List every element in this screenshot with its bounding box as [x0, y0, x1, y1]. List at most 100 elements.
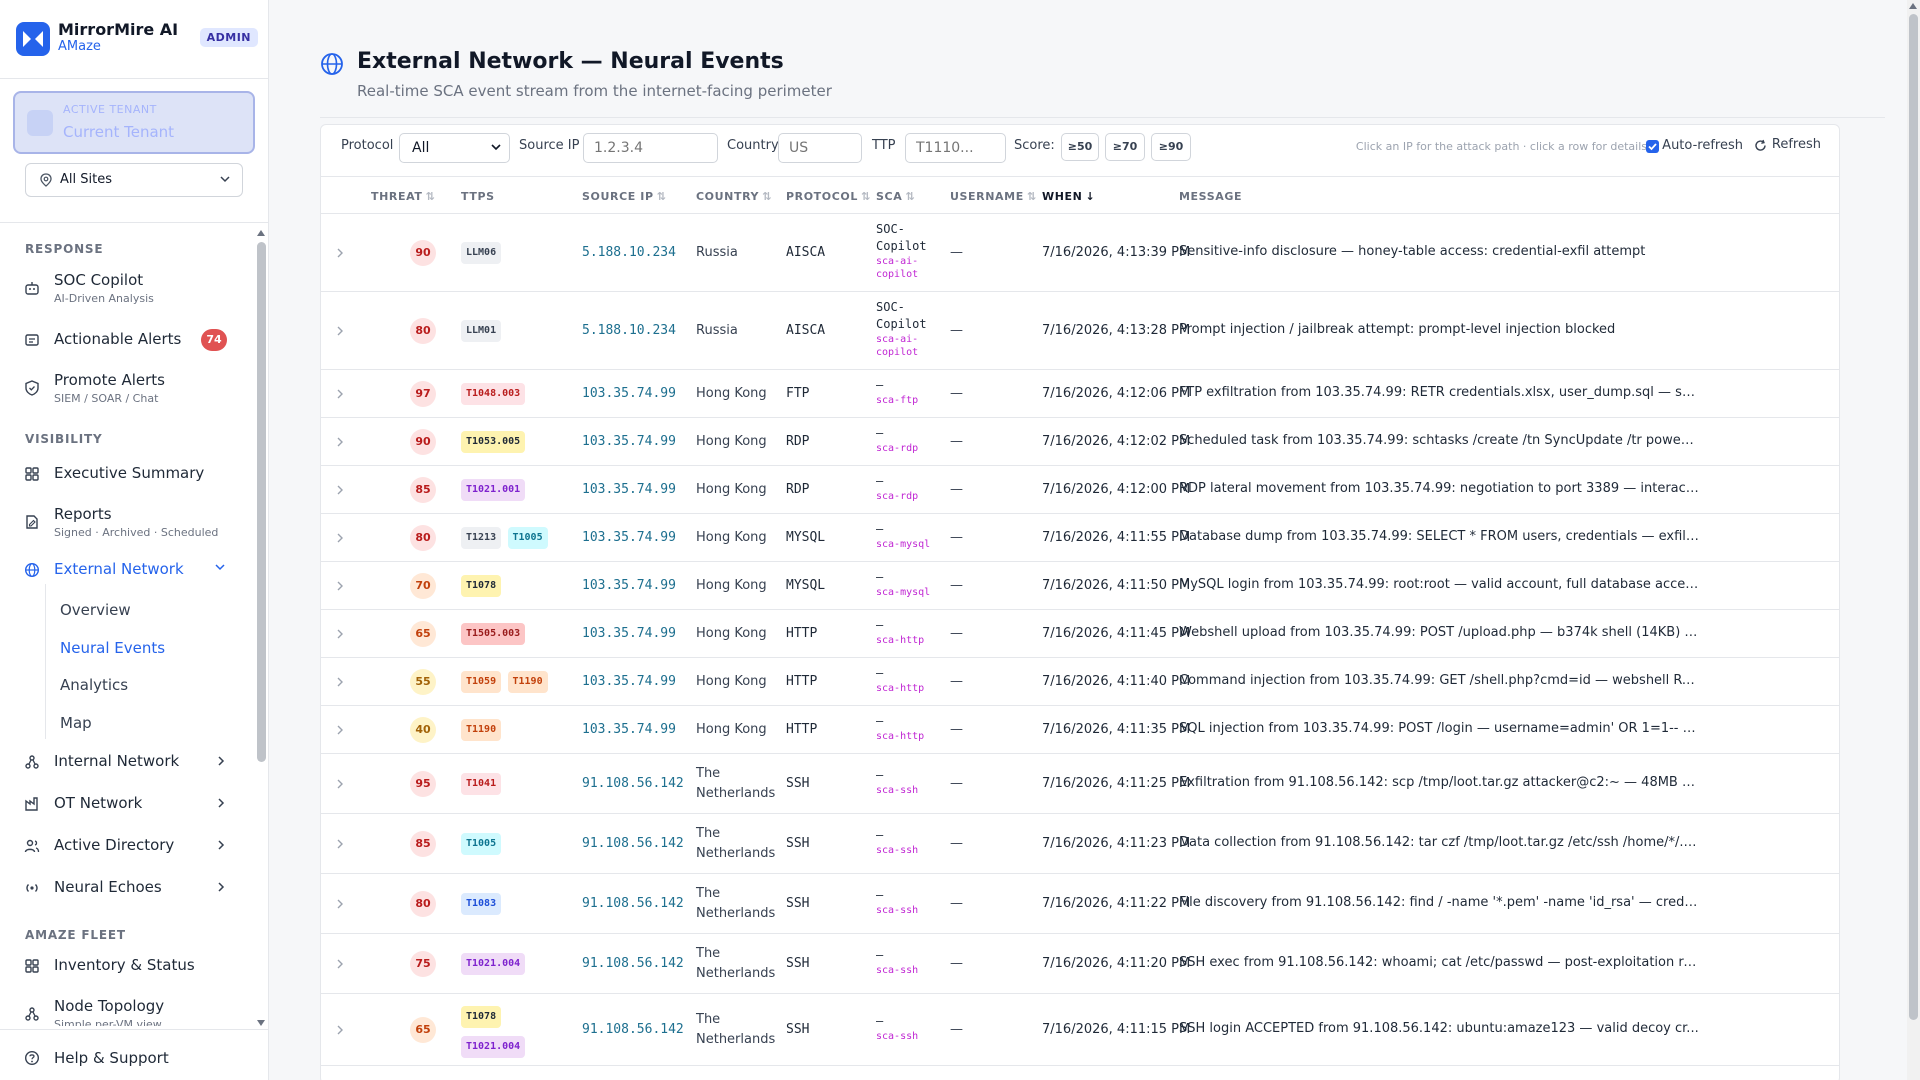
ttp-badge[interactable]: T1505.003 [461, 623, 526, 645]
source-ip-link[interactable]: 5.188.10.234 [582, 323, 676, 338]
expand-chevron-icon[interactable] [337, 899, 344, 909]
table-row[interactable]: 55 T1059 T1190 103.35.74.99 Hong Kong HTTP — sc… [321, 658, 1839, 706]
ttp-badge[interactable]: T1213 [461, 527, 502, 549]
auto-refresh-toggle[interactable]: Auto-refresh [1646, 138, 1743, 153]
expand-chevron-icon[interactable] [337, 959, 344, 969]
scrollbar-thumb[interactable] [257, 242, 266, 762]
source-ip-link[interactable]: 91.108.56.142 [582, 896, 684, 911]
ttp-badge[interactable]: T1083 [461, 893, 502, 915]
expand-chevron-icon[interactable] [337, 533, 344, 543]
ttp-badge[interactable]: T1059 [461, 671, 502, 693]
expand-chevron-icon[interactable] [337, 839, 344, 849]
source-ip-link[interactable]: 103.35.74.99 [582, 482, 676, 497]
table-row[interactable]: 70 T1078 103.35.74.99 Hong Kong MYSQL — sca-my… [321, 562, 1839, 610]
ttp-badge[interactable]: T1048.003 [461, 383, 526, 405]
scroll-up-arrow-icon[interactable] [1909, 3, 1917, 9]
sidebar-item-soc-copilot[interactable]: SOC Copilot AI-Driven Analysis [14, 268, 239, 308]
table-row[interactable]: 90 LLM06 5.188.10.234 Russia AISCA SOC- Copilo… [321, 214, 1839, 292]
sidebar-subitem-analytics[interactable]: Analytics [60, 676, 129, 694]
source-ip-link[interactable]: 5.188.10.234 [582, 245, 676, 260]
table-row[interactable]: 90 T1053.005 103.35.74.99 Hong Kong RDP — sca-… [321, 418, 1839, 466]
site-selector[interactable]: All Sites [25, 163, 243, 197]
protocol-select[interactable]: All [399, 133, 510, 163]
score-90-button[interactable]: ≥90 [1151, 133, 1191, 161]
source-ip-link[interactable]: 91.108.56.142 [582, 836, 684, 851]
brand[interactable]: MirrorMire AI AMaze ADMIN [16, 20, 258, 58]
expand-chevron-icon[interactable] [337, 677, 344, 687]
ttp-badge[interactable]: T1053.005 [461, 431, 526, 453]
source-ip-link[interactable]: 103.35.74.99 [582, 530, 676, 545]
source-ip-link[interactable]: 103.35.74.99 [582, 626, 676, 641]
sidebar-item-executive-summary[interactable]: Executive Summary [14, 454, 239, 494]
ttp-badge[interactable]: T1005 [507, 527, 548, 549]
col-sca[interactable]: SCA ⇅ [876, 190, 916, 203]
source-ip-input[interactable] [583, 133, 718, 163]
ttp-badge[interactable]: T1021.004 [461, 1036, 526, 1058]
country-input[interactable] [778, 133, 862, 163]
col-source-ip[interactable]: SOURCE IP ⇅ [582, 190, 667, 203]
table-row[interactable]: 80 LLM01 5.188.10.234 Russia AISCA SOC- Copilo… [321, 292, 1839, 370]
expand-chevron-icon[interactable] [337, 248, 344, 258]
ttp-badge[interactable]: T1021.004 [461, 953, 526, 975]
sidebar-item-node-topology[interactable]: Node Topology Simple per-VM view [14, 994, 239, 1026]
table-row[interactable]: 97 T1048.003 103.35.74.99 Hong Kong FTP — sca-… [321, 370, 1839, 418]
expand-chevron-icon[interactable] [337, 389, 344, 399]
source-ip-link[interactable]: 103.35.74.99 [582, 578, 676, 593]
col-when[interactable]: WHEN ↓ [1042, 190, 1096, 203]
table-row[interactable]: 40 T1190 103.35.74.99 Hong Kong HTTP — sca-htt… [321, 706, 1839, 754]
table-row[interactable]: 80 T1213 T1005 103.35.74.99 Hong Kong MYSQL — s… [321, 514, 1839, 562]
ttp-badge[interactable]: T1190 [507, 671, 548, 693]
table-row[interactable]: 95 T1041 91.108.56.142 The Netherlands SSH — sc… [321, 754, 1839, 814]
scroll-up-arrow-icon[interactable] [257, 230, 265, 236]
expand-chevron-icon[interactable] [337, 1025, 344, 1035]
expand-chevron-icon[interactable] [337, 437, 344, 447]
expand-chevron-icon[interactable] [337, 725, 344, 735]
ttp-badge[interactable]: T1190 [461, 719, 502, 741]
source-ip-link[interactable]: 91.108.56.142 [582, 1022, 684, 1037]
ttp-badge[interactable]: LLM06 [461, 242, 502, 264]
source-ip-link[interactable]: 103.35.74.99 [582, 722, 676, 737]
tenant-selector[interactable]: ACTIVE TENANT Current Tenant [13, 91, 255, 154]
sidebar-subitem-neural-events[interactable]: Neural Events [60, 639, 166, 657]
sidebar-scrollbar[interactable] [256, 230, 266, 1026]
source-ip-link[interactable]: 91.108.56.142 [582, 956, 684, 971]
source-ip-link[interactable]: 103.35.74.99 [582, 434, 676, 449]
score-50-button[interactable]: ≥50 [1061, 133, 1099, 161]
sidebar-item-internal-network[interactable]: Internal Network [14, 742, 239, 782]
col-threat[interactable]: THREAT ⇅ [371, 190, 436, 203]
source-ip-link[interactable]: 91.108.56.142 [582, 776, 684, 791]
sidebar-item-actionable-alerts[interactable]: Actionable Alerts 74 [14, 320, 239, 360]
sidebar-item-promote-alerts[interactable]: Promote Alerts SIEM / SOAR / Chat [14, 368, 239, 408]
expand-chevron-icon[interactable] [337, 581, 344, 591]
sidebar-item-inventory[interactable]: Inventory & Status [14, 946, 239, 986]
expand-chevron-icon[interactable] [337, 485, 344, 495]
expand-chevron-icon[interactable] [337, 779, 344, 789]
col-country[interactable]: COUNTRY ⇅ [696, 190, 772, 203]
sidebar-item-reports[interactable]: Reports Signed · Archived · Scheduled [14, 502, 239, 542]
sidebar-subitem-map[interactable]: Map [60, 714, 92, 732]
sidebar-item-ot-network[interactable]: OT Network [14, 784, 239, 824]
table-row[interactable]: 80 T1083 91.108.56.142 The Netherlands SSH — sc… [321, 874, 1839, 934]
col-username[interactable]: USERNAME ⇅ [950, 190, 1037, 203]
col-protocol[interactable]: PROTOCOL ⇅ [786, 190, 871, 203]
score-70-button[interactable]: ≥70 [1105, 133, 1145, 161]
ttp-badge[interactable]: T1078 [461, 1006, 502, 1028]
table-row[interactable]: 85 T1005 91.108.56.142 The Netherlands SSH — sc… [321, 814, 1839, 874]
help-support-link[interactable]: Help & Support [24, 1049, 169, 1070]
ttp-badge[interactable]: LLM01 [461, 320, 502, 342]
ttp-badge[interactable]: T1078 [461, 575, 502, 597]
table-row[interactable]: 65 T1505.003 103.35.74.99 Hong Kong HTTP — sca… [321, 610, 1839, 658]
ttp-badge[interactable]: T1005 [461, 833, 502, 855]
sidebar-subitem-overview[interactable]: Overview [60, 601, 131, 619]
sidebar-item-active-directory[interactable]: Active Directory [14, 826, 239, 866]
table-row[interactable]: 85 T1021.001 103.35.74.99 Hong Kong RDP — sca-… [321, 466, 1839, 514]
sidebar-item-neural-echoes[interactable]: Neural Echoes [14, 868, 239, 908]
scrollbar-thumb[interactable] [1909, 14, 1918, 1020]
table-row[interactable]: 65 T1078 T1021.004 91.108.56.142 The Netherla… [321, 994, 1839, 1066]
auto-refresh-checkbox[interactable] [1646, 140, 1660, 153]
ttp-input[interactable] [905, 133, 1006, 163]
ttp-badge[interactable]: T1021.001 [461, 479, 526, 501]
source-ip-link[interactable]: 103.35.74.99 [582, 674, 676, 689]
table-row[interactable]: 75 T1021.004 91.108.56.142 The Netherlands SS… [321, 934, 1839, 994]
refresh-button[interactable]: Refresh [1755, 137, 1821, 152]
